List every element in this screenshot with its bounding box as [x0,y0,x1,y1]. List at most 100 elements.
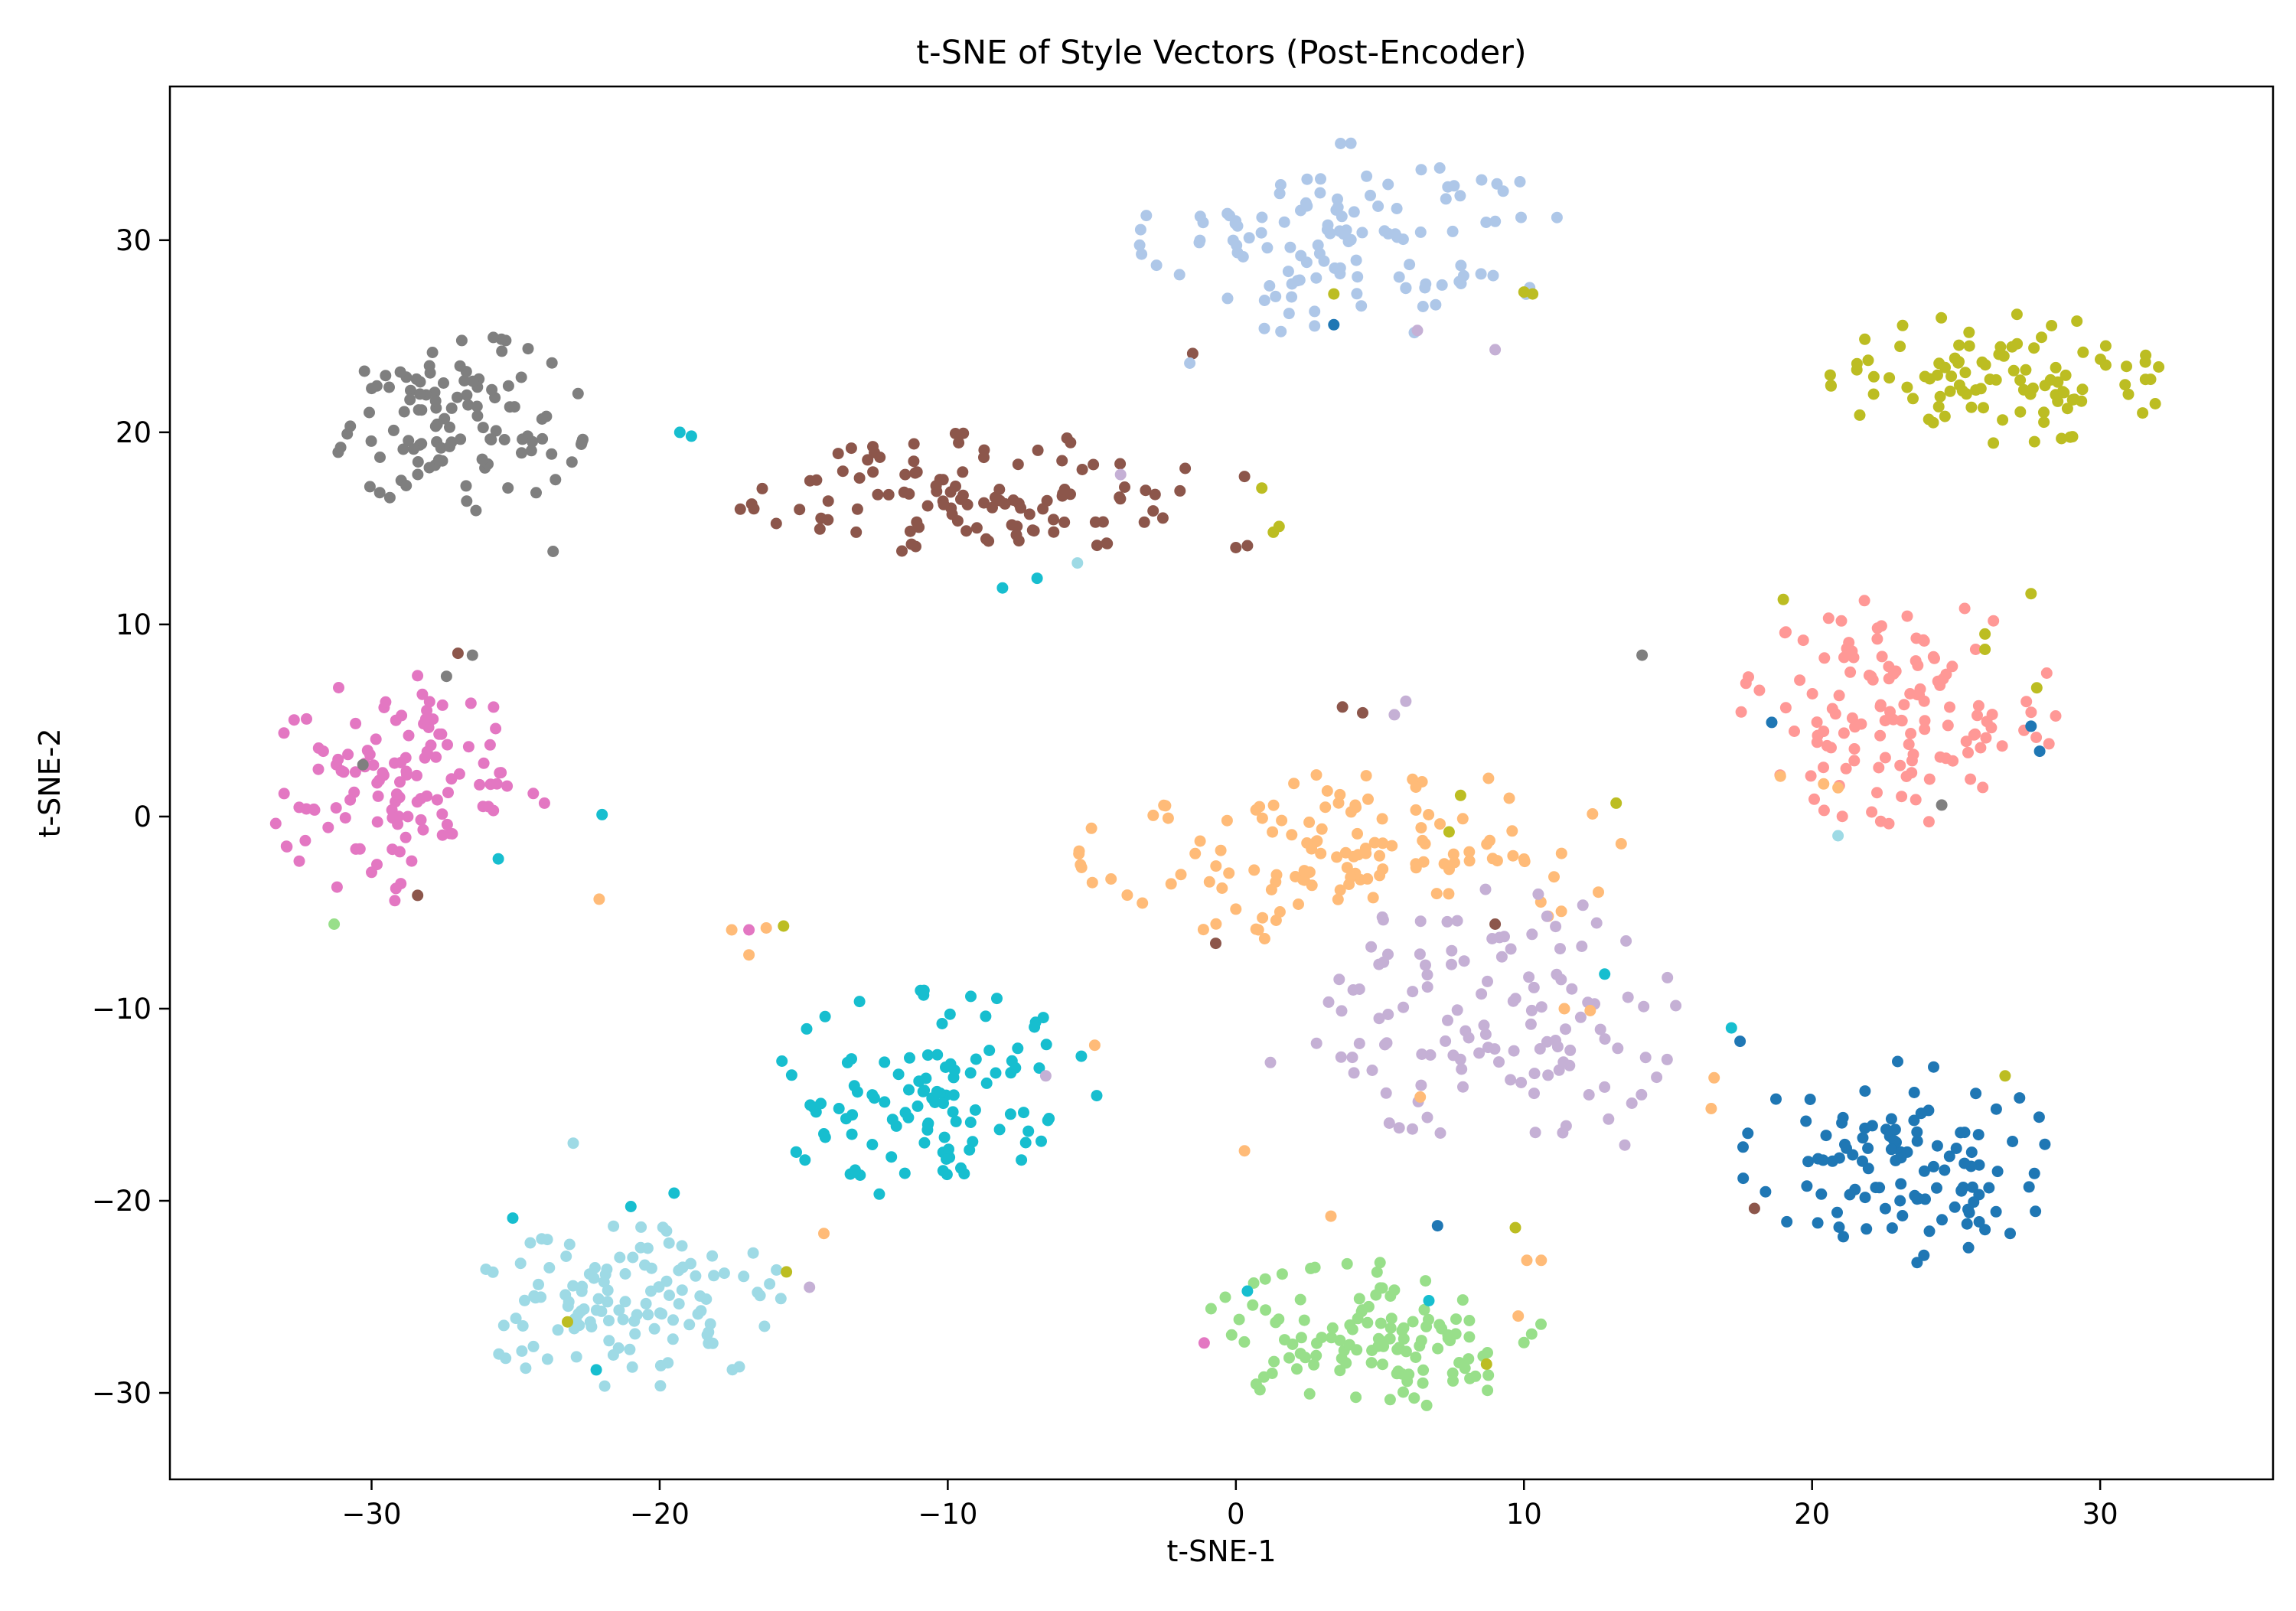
scatter-point [1505,943,1517,955]
scatter-point [1136,248,1148,260]
scatter-point [1463,1331,1476,1343]
scatter-point [673,1264,685,1277]
scatter-point [1333,225,1345,237]
scatter-point [2023,1181,2035,1193]
scatter-point [846,1109,859,1121]
scatter-point [996,582,1009,594]
scatter-point [733,1361,745,1373]
scatter-point [419,713,432,725]
scatter-point [1326,1322,1339,1334]
scatter-point [1661,1053,1673,1065]
scatter-point [416,688,429,700]
scatter-point [1091,1090,1103,1102]
scatter-point [619,1268,631,1280]
scatter-point [1254,1384,1266,1396]
scatter-point [885,1151,898,1163]
scatter-point [570,1351,582,1363]
scatter-point [269,817,282,830]
scatter-point [1481,838,1493,850]
scatter-point [2025,720,2037,732]
scatter-point [1503,792,1515,804]
scatter-point [1029,1021,1041,1033]
scatter-point [1958,1127,1971,1139]
scatter-point [1440,193,1452,205]
scatter-point [1407,1123,1418,1135]
scatter-point [1194,835,1206,847]
scatter-point [426,347,439,358]
scatter-point [1991,1166,2004,1178]
scatter-point [1210,938,1221,950]
scatter-point [334,442,347,454]
scatter-point [781,1266,793,1278]
scatter-point [1006,519,1018,531]
scatter-point [947,1106,959,1118]
scatter-point [1042,1114,1054,1127]
scatter-point [1636,649,1649,661]
scatter-point [951,515,964,527]
scatter-point [1894,759,1906,771]
scatter-point [538,797,550,809]
scatter-point [1896,319,1909,331]
scatter-point [1456,1294,1469,1306]
scatter-point [1599,968,1611,980]
scatter-point [791,1146,802,1158]
scatter-point [1305,1262,1317,1274]
scatter-point [1420,1399,1433,1411]
scatter-point [683,1319,696,1331]
scatter-point [476,453,488,465]
scatter-point [1140,210,1153,222]
plot-frame [168,85,2275,1481]
scatter-point [1026,524,1039,536]
scatter-point [1415,1079,1427,1091]
scatter-point [603,1335,615,1347]
scatter-point [612,1342,625,1354]
scatter-point [1885,1113,1897,1125]
scatter-point [851,503,863,515]
scatter-point [948,1065,960,1076]
scatter-point [2014,406,2027,418]
scatter-point [1885,1143,1897,1156]
scatter-point [432,454,445,466]
scatter-point [1328,318,1340,331]
scatter-point [964,1144,976,1156]
scatter-point [1818,726,1830,738]
scatter-point [775,1293,787,1305]
scatter-point [402,810,414,823]
scatter-point [1088,458,1100,471]
scatter-point [410,373,422,385]
scatter-point [1434,1127,1446,1139]
scatter-point [1325,1210,1337,1222]
scatter-point [873,1188,885,1200]
scatter-point [322,821,334,833]
scatter-point [931,1085,943,1097]
scatter-point [1862,1142,1874,1154]
scatter-point [1984,373,1996,386]
scatter-point [332,753,344,765]
scatter-point [756,482,768,494]
scatter-point [1662,971,1674,983]
scatter-point [1284,241,1296,253]
scatter-point [685,430,697,442]
scatter-point [955,493,967,505]
scatter-point [1440,1035,1452,1047]
scatter-point [929,1097,941,1108]
scatter-point [1480,217,1492,228]
scatter-point [1593,886,1604,898]
scatter-point [1463,1315,1476,1326]
scatter-point [1879,715,1891,727]
scatter-point [899,468,912,481]
scatter-point [662,1357,674,1369]
scatter-point [502,380,514,392]
scatter-point [1564,1044,1577,1056]
scatter-point [1037,503,1049,515]
scatter-point [1636,1088,1648,1101]
scatter-point [1334,268,1346,280]
scatter-point [1923,773,1936,785]
scatter-point [694,1290,706,1302]
scatter-point [370,733,382,745]
scatter-point [1421,969,1433,981]
scatter-point [1417,1377,1429,1389]
scatter-point [921,1123,934,1136]
scatter-point [1336,1352,1348,1365]
scatter-point [949,428,961,439]
